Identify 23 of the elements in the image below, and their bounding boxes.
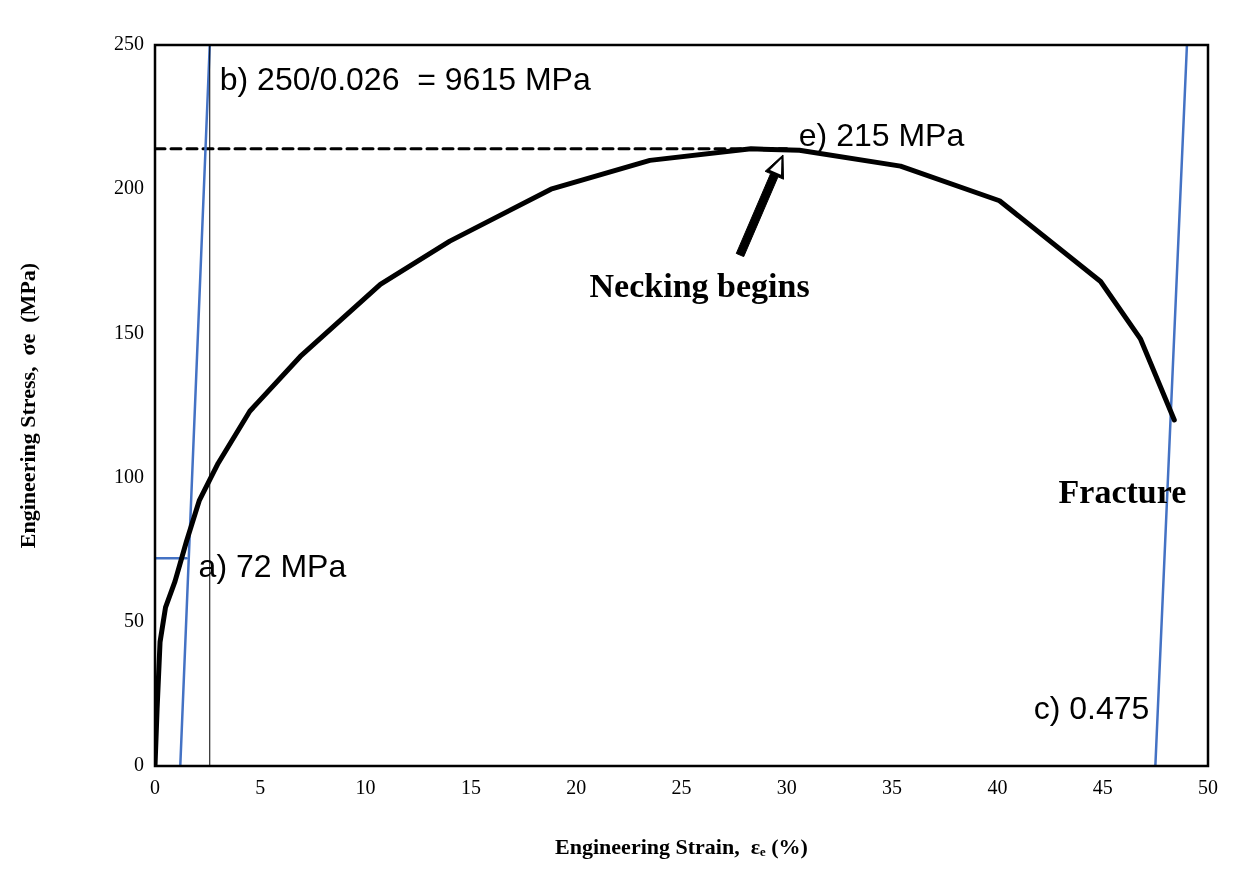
x-tick-label: 5 [255,776,266,799]
x-tick-label: 50 [1198,776,1218,799]
x-tick-label: 30 [776,776,797,799]
y-tick-label: 250 [114,32,144,55]
x-tick-label: 25 [671,776,692,799]
x-tick-label: 0 [150,776,160,799]
annotation: b) 250/0.026 = 9615 MPa [219,61,591,98]
annotation: e) 215 MPa [798,116,965,153]
x-tick-label: 20 [566,776,587,799]
annotation: Necking begins [589,267,810,305]
x-tick-label: 40 [987,776,1008,799]
y-tick-label: 0 [134,753,144,776]
y-tick-label: 200 [114,176,144,199]
y-tick-label: 150 [114,320,144,343]
x-tick-label: 45 [1092,776,1113,799]
x-axis-title: Engineering Strain, εₑ (%) [555,834,808,860]
x-tick-label: 15 [460,776,481,799]
x-tick-label: 10 [355,776,376,799]
x-tick-label: 35 [882,776,903,799]
annotation: c) 0.475 [1033,689,1150,726]
y-axis-title: Engineering Stress, σe (MPa) [14,262,40,549]
y-tick-label: 50 [124,609,144,632]
y-tick-label: 100 [114,464,144,487]
